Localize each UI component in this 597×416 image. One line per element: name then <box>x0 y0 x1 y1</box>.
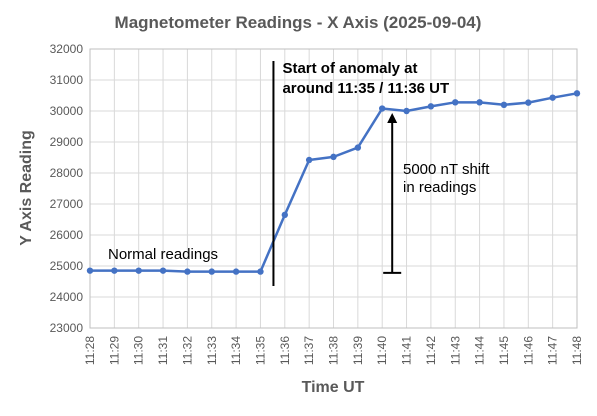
x-axis-ticks: 11:28 11:29 11:30 11:31 11:32 11:33 11:34 11:35… <box>83 336 584 365</box>
x-tick-label: 11:33 <box>205 336 219 365</box>
shift-arrow-head <box>387 113 398 123</box>
plot-area <box>89 48 578 329</box>
y-tick-label: 29000 <box>50 135 84 149</box>
data-point <box>427 103 435 110</box>
data-point <box>330 153 337 161</box>
data-point <box>379 105 386 112</box>
y-tick-label: 24000 <box>50 290 84 304</box>
series-layer <box>86 90 581 275</box>
annotation-text: around 11:35 / 11:36 UT <box>282 80 449 97</box>
x-tick-label: 11:44 <box>473 336 487 365</box>
x-axis-title: Time UT <box>302 379 365 396</box>
y-tick-label: 25000 <box>50 259 84 273</box>
x-tick-label: 11:34 <box>229 336 243 365</box>
x-tick-label: 11:39 <box>351 336 365 365</box>
annotations: Start of anomaly at around 11:35 / 11:36 … <box>108 60 490 286</box>
data-point <box>281 211 288 219</box>
y-tick-label: 23000 <box>50 321 84 335</box>
data-point <box>232 268 240 275</box>
data-point <box>549 94 556 101</box>
data-point <box>159 267 167 274</box>
y-tick-label: 27000 <box>50 197 84 211</box>
y-axis-ticks: 23000 24000 25000 26000 27000 28000 29000 30000… <box>50 42 84 335</box>
data-point <box>525 99 532 106</box>
x-tick-label: 11:32 <box>180 336 194 365</box>
annotation-text: Normal readings <box>108 246 218 263</box>
x-tick-label: 11:31 <box>156 336 170 365</box>
data-point <box>208 268 215 275</box>
data-point <box>354 144 362 151</box>
x-tick-label: 11:35 <box>253 336 267 365</box>
data-point <box>184 268 191 275</box>
y-tick-label: 31000 <box>50 73 84 87</box>
annotation-text: in readings <box>403 179 476 196</box>
x-tick-label: 11:42 <box>424 336 438 365</box>
data-point <box>257 268 264 275</box>
x-tick-label: 11:40 <box>375 336 389 365</box>
x-tick-label: 11:37 <box>302 336 316 365</box>
data-point <box>476 99 483 106</box>
x-tick-label: 11:41 <box>400 336 414 365</box>
data-point <box>305 156 313 164</box>
x-tick-label: 11:46 <box>521 336 535 365</box>
data-point <box>403 107 410 115</box>
x-tick-label: 11:47 <box>546 336 560 365</box>
data-point <box>452 99 459 106</box>
x-tick-label: 11:30 <box>132 336 146 365</box>
data-point <box>500 101 508 109</box>
annotation-text: 5000 nT shift <box>403 161 490 178</box>
y-tick-label: 32000 <box>50 42 84 56</box>
x-tick-label: 11:29 <box>107 336 121 365</box>
x-tick-label: 11:43 <box>448 336 462 365</box>
x-tick-label: 11:45 <box>497 336 511 365</box>
y-tick-label: 28000 <box>50 166 84 180</box>
x-tick-label: 11:28 <box>83 336 97 365</box>
gridlines <box>89 48 578 329</box>
data-point <box>573 90 581 97</box>
data-point <box>111 267 118 274</box>
x-tick-label: 11:48 <box>570 336 584 365</box>
annotation-text: Start of anomaly at <box>282 60 417 77</box>
data-point <box>135 267 142 274</box>
y-tick-label: 26000 <box>50 228 84 242</box>
data-point <box>86 267 94 274</box>
x-tick-label: 11:38 <box>327 336 341 365</box>
x-tick-label: 11:36 <box>278 336 292 365</box>
y-axis-title: Y Axis Reading <box>18 130 35 246</box>
y-tick-label: 30000 <box>50 104 84 118</box>
chart-title: Magnetometer Readings - X Axis (2025-09-… <box>115 13 482 32</box>
